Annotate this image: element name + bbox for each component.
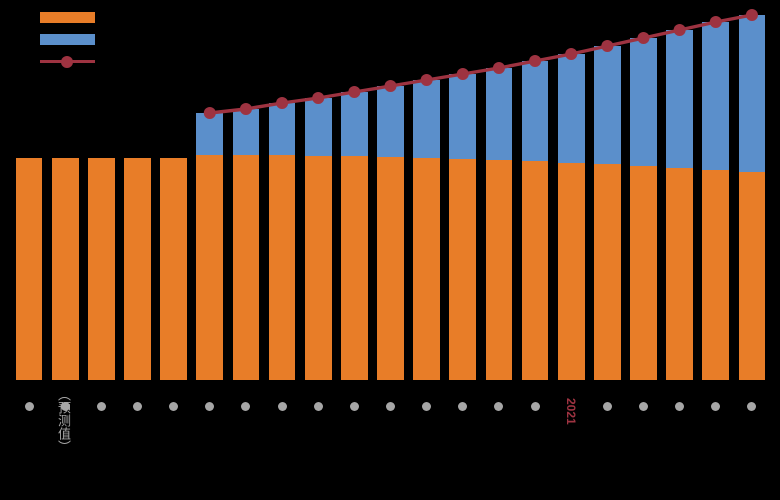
x-tick-marker: [205, 402, 215, 411]
bar-segment-secondary[interactable]: [268, 103, 296, 155]
bar-group[interactable]: [377, 86, 404, 380]
x-tick-marker: [458, 402, 468, 411]
bar-segment-secondary[interactable]: [557, 54, 585, 163]
bar-segment-primary[interactable]: [630, 166, 657, 380]
bar-group[interactable]: [340, 92, 368, 380]
bar-group[interactable]: [593, 46, 621, 380]
x-tick-marker: [24, 402, 34, 411]
bar-group[interactable]: [557, 54, 585, 380]
bar-segment-secondary[interactable]: [630, 38, 657, 166]
x-tick-marker: [530, 402, 540, 411]
x-tick-marker: [349, 402, 359, 411]
bar-segment-secondary[interactable]: [666, 30, 693, 168]
bar-segment-secondary[interactable]: [232, 109, 260, 155]
bar-group[interactable]: [521, 61, 549, 380]
bar-segment-primary[interactable]: [413, 158, 440, 380]
x-tick-marker: [639, 402, 648, 411]
bar-segment-primary[interactable]: [304, 156, 332, 380]
bar-group[interactable]: [413, 80, 440, 380]
x-tick-marker: [602, 402, 612, 411]
bar-segment-primary[interactable]: [666, 168, 693, 380]
bar-segment-primary[interactable]: [87, 158, 115, 380]
bar-segment-primary[interactable]: [124, 158, 151, 380]
bar-group[interactable]: [87, 158, 115, 380]
bar-segment-secondary[interactable]: [449, 74, 477, 159]
x-tick-marker: [711, 402, 721, 411]
legend-item-series-secondary-bar[interactable]: [40, 28, 340, 50]
bar-segment-secondary[interactable]: [413, 80, 440, 158]
bar-segment-secondary[interactable]: [738, 15, 766, 172]
bar-segment-primary[interactable]: [340, 156, 368, 380]
x-tick-marker: [277, 402, 287, 411]
bar-group[interactable]: [630, 38, 657, 380]
bar-group[interactable]: [196, 113, 224, 380]
x-tick-marker: [747, 402, 757, 411]
bar-group[interactable]: [15, 158, 43, 380]
bar-group[interactable]: [738, 15, 766, 380]
legend-item-series-primary-bar[interactable]: [40, 6, 340, 28]
bar-group[interactable]: [232, 109, 260, 380]
bar-segment-primary[interactable]: [196, 155, 224, 380]
bar-segment-secondary[interactable]: [521, 61, 549, 161]
bar-segment-primary[interactable]: [15, 158, 43, 380]
x-tick-marker: [96, 402, 106, 411]
bar-group[interactable]: [160, 158, 187, 380]
bar-group[interactable]: [702, 22, 730, 380]
legend-item-series-total-line[interactable]: [40, 50, 340, 72]
bar-segment-primary[interactable]: [232, 155, 260, 380]
x-tick-marker: [60, 402, 70, 411]
bar-group[interactable]: [124, 158, 151, 380]
bar-segment-primary[interactable]: [702, 170, 730, 380]
x-axis: （预测值） 2021: [0, 380, 780, 500]
bar-segment-primary[interactable]: [593, 164, 621, 380]
bar-group[interactable]: [485, 68, 513, 380]
x-tick-label-highlight: 2021: [564, 398, 579, 425]
bar-group[interactable]: [268, 103, 296, 380]
bar-segment-primary[interactable]: [738, 172, 766, 380]
bar-segment-primary[interactable]: [160, 158, 187, 380]
bar-segment-secondary[interactable]: [702, 22, 730, 170]
x-tick-marker: [241, 402, 251, 411]
bar-segment-secondary[interactable]: [485, 68, 513, 160]
bar-segment-secondary[interactable]: [196, 113, 224, 155]
bar-group[interactable]: [666, 30, 693, 380]
bar-segment-primary[interactable]: [485, 160, 513, 380]
x-tick-marker: [494, 402, 504, 411]
legend-swatch-icon: [40, 33, 95, 45]
chart-legend: [40, 6, 340, 72]
bar-segment-primary[interactable]: [268, 155, 296, 380]
x-axis-title: （预测值）: [56, 388, 71, 453]
legend-swatch-icon: [40, 11, 95, 23]
bar-segment-secondary[interactable]: [377, 86, 404, 157]
bar-segment-secondary[interactable]: [304, 98, 332, 156]
bar-group[interactable]: [51, 158, 79, 380]
bar-segment-primary[interactable]: [449, 159, 477, 380]
x-tick-marker: [386, 402, 395, 411]
bar-segment-secondary[interactable]: [593, 46, 621, 164]
bar-segment-primary[interactable]: [521, 161, 549, 380]
x-tick-marker: [675, 402, 685, 411]
bar-segment-primary[interactable]: [377, 157, 404, 380]
bar-group[interactable]: [304, 98, 332, 380]
bar-segment-primary[interactable]: [557, 163, 585, 380]
bar-segment-primary[interactable]: [51, 158, 79, 380]
x-tick-marker: [133, 402, 142, 411]
bar-segment-secondary[interactable]: [340, 92, 368, 156]
legend-line-marker-icon: [40, 55, 95, 68]
bar-group[interactable]: [449, 74, 477, 380]
x-tick-marker: [313, 402, 323, 411]
x-tick-marker: [422, 402, 432, 411]
x-tick-marker: [169, 402, 179, 411]
